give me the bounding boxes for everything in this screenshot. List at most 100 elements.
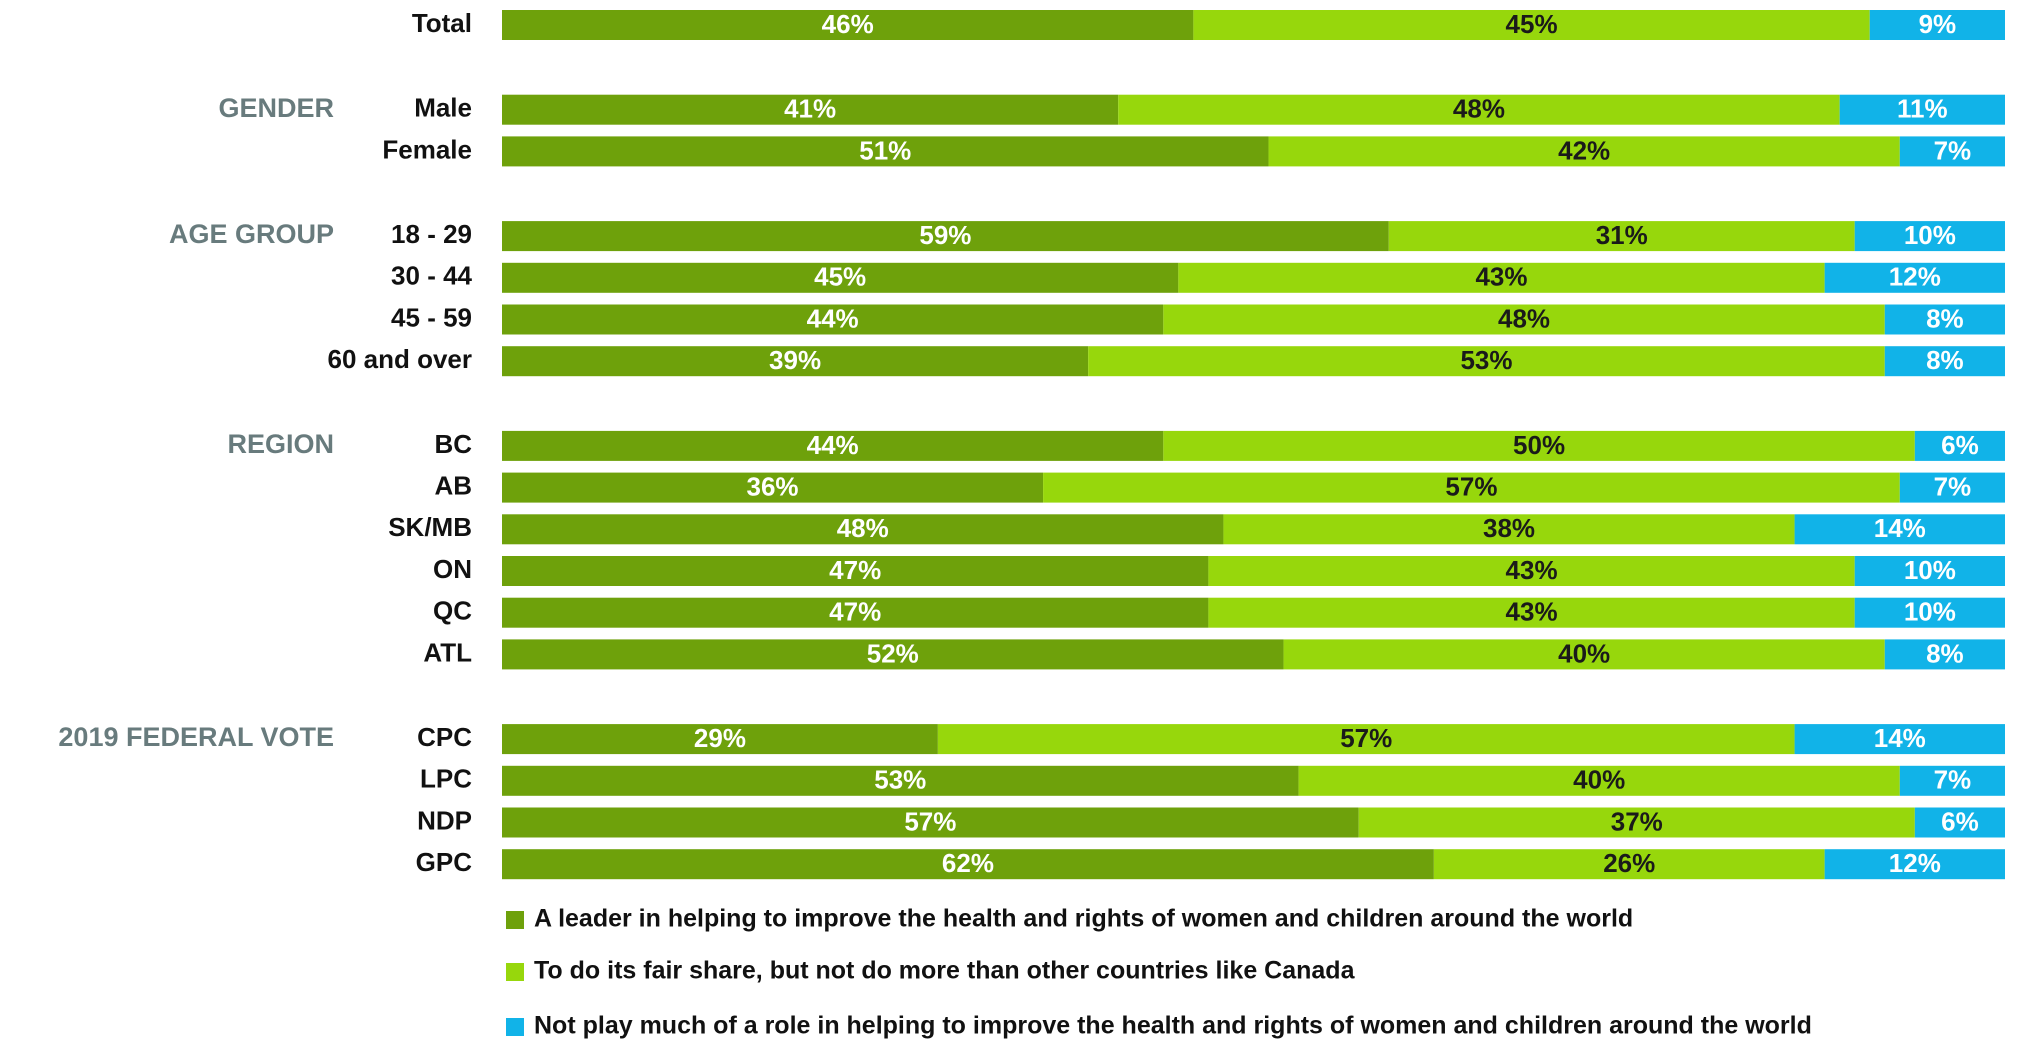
value-label: 45% [1506, 9, 1558, 39]
bar-segment [1899, 472, 2005, 503]
value-label: 12% [1889, 848, 1941, 878]
bar-segment [1794, 514, 2005, 545]
value-label: 42% [1558, 135, 1610, 165]
value-label: 62% [942, 848, 994, 878]
bar-segment [1914, 807, 2005, 838]
bar-segment [1388, 221, 1855, 252]
bar-segment [1884, 304, 2005, 335]
category-label: BC [434, 429, 472, 459]
bar-segment [1088, 346, 1885, 377]
value-label: 29% [694, 723, 746, 753]
category-label: ON [433, 554, 472, 584]
value-label: 12% [1889, 262, 1941, 292]
bar-segment [1884, 346, 2005, 377]
value-label: 37% [1611, 806, 1663, 836]
value-label: 50% [1513, 430, 1565, 460]
value-label: 40% [1558, 638, 1610, 668]
bar-segment [1163, 304, 1885, 335]
legend-swatch [506, 1018, 524, 1036]
value-label: 53% [874, 765, 926, 795]
bar-segment [1854, 556, 2005, 586]
bar-segment [502, 724, 938, 755]
value-label: 36% [747, 471, 799, 501]
legend-swatch [506, 911, 524, 929]
value-label: 48% [837, 513, 889, 543]
bar-segment [937, 724, 1795, 755]
bar-segment [1043, 472, 1900, 503]
value-label: 53% [1460, 345, 1512, 375]
category-label: Female [382, 134, 472, 164]
bar-segment [1358, 807, 1915, 838]
value-label: 43% [1475, 262, 1527, 292]
value-label: 44% [807, 303, 859, 333]
value-label: 51% [859, 135, 911, 165]
bar-segment [1223, 514, 1795, 545]
value-label: 41% [784, 94, 836, 124]
bar-segment [502, 514, 1224, 545]
value-label: 43% [1506, 555, 1558, 585]
bar-segment [1178, 262, 1825, 293]
category-label: 18 - 29 [391, 219, 472, 249]
value-label: 43% [1506, 597, 1558, 627]
bar-segment [1208, 556, 1855, 586]
value-label: 7% [1934, 471, 1972, 501]
value-label: 47% [829, 597, 881, 627]
bar-segment [1824, 849, 2005, 880]
value-label: 10% [1904, 555, 1956, 585]
group-label: AGE GROUP [169, 219, 334, 249]
category-label: CPC [417, 722, 472, 752]
value-label: 57% [904, 806, 956, 836]
value-label: 8% [1926, 303, 1964, 333]
value-label: 57% [1445, 471, 1497, 501]
bar-segment [1298, 765, 1900, 796]
value-label: 6% [1941, 430, 1979, 460]
bar-segment [1854, 597, 2005, 628]
bar-segment [1794, 724, 2005, 755]
legend-label: Not play much of a role in helping to im… [534, 1012, 1812, 1040]
group-label: GENDER [218, 93, 334, 123]
value-label: 14% [1874, 513, 1926, 543]
category-label: ATL [423, 637, 472, 667]
value-label: 11% [1897, 94, 1948, 124]
bar-segment [1854, 221, 2005, 252]
bar-segment [502, 430, 1164, 461]
value-label: 10% [1904, 597, 1956, 627]
category-label: 45 - 59 [391, 302, 472, 332]
category-label: QC [433, 596, 472, 626]
value-label: 8% [1926, 345, 1964, 375]
category-label: GPC [416, 847, 473, 877]
value-label: 39% [769, 345, 821, 375]
bar-segment [502, 221, 1389, 252]
bar-segment [502, 765, 1299, 796]
bar-segment [502, 136, 1269, 167]
value-label: 7% [1934, 765, 1972, 795]
value-label: 44% [807, 430, 859, 460]
value-label: 14% [1874, 723, 1926, 753]
category-label: Total [412, 8, 472, 38]
category-label: Male [414, 93, 472, 123]
category-label: 60 and over [327, 344, 472, 374]
bar-segment [1884, 639, 2005, 670]
value-label: 40% [1573, 765, 1625, 795]
value-label: 48% [1453, 94, 1505, 124]
bar-segment [1193, 10, 1870, 40]
value-label: 47% [829, 555, 881, 585]
bar-segment [1899, 765, 2005, 796]
group-label: REGION [227, 429, 334, 459]
value-label: 26% [1603, 848, 1655, 878]
value-label: 38% [1483, 513, 1535, 543]
bar-segment [1899, 136, 2005, 167]
bar-segment [1824, 262, 2005, 293]
bar-segment [1163, 430, 1915, 461]
category-label: LPC [420, 764, 472, 794]
category-label: 30 - 44 [391, 261, 472, 291]
bar-segment [1283, 639, 1885, 670]
value-label: 57% [1340, 723, 1392, 753]
bar-segment [502, 849, 1434, 880]
value-label: 8% [1926, 638, 1964, 668]
bar-segment [1433, 849, 1825, 880]
legend-label: A leader in helping to improve the healt… [534, 905, 1633, 933]
bar-segment [502, 94, 1119, 125]
value-label: 9% [1919, 9, 1957, 39]
bar-segment [502, 807, 1359, 838]
